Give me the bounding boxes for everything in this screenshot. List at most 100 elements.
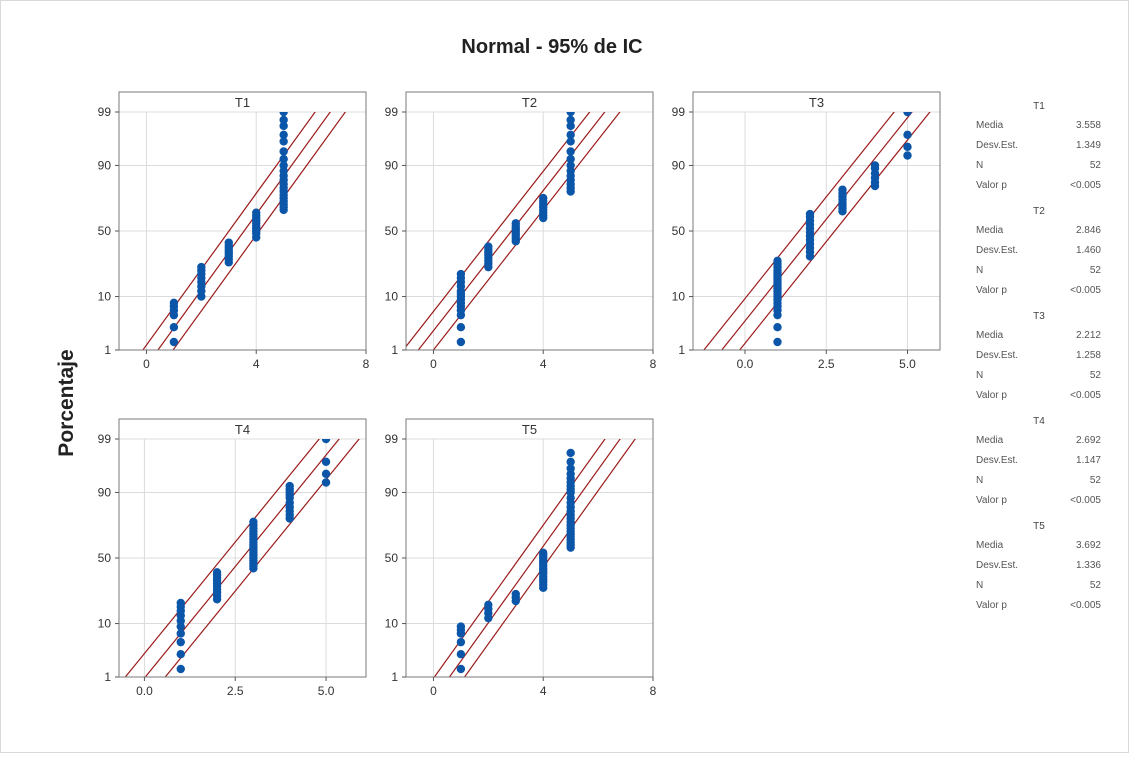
data-point bbox=[321, 439, 331, 444]
data-point bbox=[176, 637, 185, 647]
fit-line bbox=[721, 112, 913, 350]
data-point bbox=[566, 130, 575, 139]
data-point bbox=[176, 622, 185, 631]
data-point bbox=[566, 147, 575, 156]
stats-value: <0.005 bbox=[1070, 180, 1101, 191]
data-point bbox=[566, 137, 575, 146]
panel-border bbox=[692, 91, 941, 351]
data-point bbox=[773, 256, 782, 266]
data-point bbox=[511, 219, 520, 228]
y-tick-label: 50 bbox=[385, 551, 399, 565]
stats-label: N bbox=[976, 475, 983, 486]
data-point bbox=[456, 622, 466, 631]
stats-group-name: T3 bbox=[1033, 311, 1045, 322]
y-tick-label: 1 bbox=[104, 670, 111, 684]
data-point bbox=[566, 161, 575, 170]
data-point bbox=[903, 142, 912, 152]
stats-group-name: T1 bbox=[1033, 101, 1045, 112]
stats-label: Valor p bbox=[976, 600, 1007, 611]
fit-line bbox=[157, 112, 331, 350]
y-tick-label: 99 bbox=[672, 105, 686, 119]
stats-value: 52 bbox=[1090, 580, 1102, 591]
stats-label: Media bbox=[976, 435, 1004, 446]
stats-label: N bbox=[976, 265, 983, 276]
stats-label: Desv.Est. bbox=[976, 560, 1018, 571]
y-tick-label: 1 bbox=[104, 343, 111, 357]
data-point bbox=[484, 242, 493, 251]
ci-lower-line bbox=[142, 112, 316, 350]
y-tick-label: 50 bbox=[385, 224, 399, 238]
data-point bbox=[773, 323, 782, 332]
panel-title: T4 bbox=[235, 422, 250, 437]
stats-label: Desv.Est. bbox=[976, 245, 1018, 256]
data-point bbox=[539, 548, 548, 558]
stats-label: Media bbox=[976, 540, 1004, 551]
data-point bbox=[566, 115, 575, 125]
data-point bbox=[176, 650, 185, 659]
data-point bbox=[566, 464, 575, 473]
y-tick-label: 99 bbox=[385, 432, 399, 446]
ci-lower-line bbox=[433, 439, 606, 677]
y-tick-label: 50 bbox=[98, 224, 112, 238]
data-point bbox=[224, 238, 233, 247]
panel-title: T2 bbox=[522, 95, 537, 110]
data-point bbox=[321, 478, 331, 487]
x-tick-label: 8 bbox=[363, 357, 370, 371]
data-point bbox=[176, 598, 185, 608]
data-point bbox=[903, 151, 912, 160]
data-point bbox=[212, 568, 222, 577]
panel-title: T5 bbox=[522, 422, 537, 437]
data-point bbox=[321, 469, 331, 479]
stats-group-name: T5 bbox=[1033, 521, 1045, 532]
panel-border bbox=[405, 418, 654, 678]
x-tick-label: 4 bbox=[253, 357, 260, 371]
data-point bbox=[279, 121, 288, 131]
y-tick-label: 90 bbox=[385, 158, 399, 172]
data-points bbox=[456, 112, 575, 347]
stats-group-name: T2 bbox=[1033, 206, 1045, 217]
panel-border bbox=[405, 91, 654, 351]
stats-group-name: T4 bbox=[1033, 416, 1045, 427]
y-tick-label: 1 bbox=[391, 670, 398, 684]
stats-value: 1.258 bbox=[1076, 350, 1101, 361]
y-axis-label: Porcentaje bbox=[55, 349, 78, 456]
x-tick-label: 0 bbox=[430, 684, 437, 698]
x-tick-label: 8 bbox=[650, 684, 657, 698]
data-point bbox=[176, 664, 185, 674]
fit-line bbox=[417, 112, 606, 350]
ci-upper-line bbox=[463, 439, 636, 677]
stats-block-t2: T2 Media 2.846 Desv.Est. 1.460 N 52 Valor p <0.0… bbox=[976, 206, 1101, 296]
stats-value: 2.212 bbox=[1076, 330, 1101, 341]
y-tick-label: 99 bbox=[98, 105, 112, 119]
data-points bbox=[169, 112, 288, 347]
ci-upper-line bbox=[432, 112, 621, 350]
ci-upper-line bbox=[164, 439, 360, 677]
data-point bbox=[566, 121, 575, 131]
stats-value: 2.846 bbox=[1076, 225, 1101, 236]
y-tick-label: 50 bbox=[98, 551, 112, 565]
x-tick-label: 4 bbox=[540, 684, 547, 698]
data-point bbox=[511, 589, 520, 599]
data-point bbox=[566, 448, 575, 458]
data-point bbox=[903, 112, 912, 117]
stats-value: 3.558 bbox=[1076, 120, 1101, 131]
data-points bbox=[773, 112, 912, 347]
stats-label: Desv.Est. bbox=[976, 140, 1018, 151]
data-point bbox=[321, 457, 331, 466]
stats-label: N bbox=[976, 580, 983, 591]
fit-lines bbox=[433, 439, 636, 677]
y-tick-label: 1 bbox=[391, 343, 398, 357]
panel-t4: T4 1 10 50 90 99 0.0 2.5 5.0 bbox=[98, 418, 367, 698]
stats-value: <0.005 bbox=[1070, 600, 1101, 611]
y-tick-label: 90 bbox=[98, 485, 112, 499]
data-point bbox=[566, 112, 575, 117]
y-tick-label: 90 bbox=[385, 485, 399, 499]
stats-label: Valor p bbox=[976, 495, 1007, 506]
x-tick-label: 2.5 bbox=[227, 684, 244, 698]
stats-value: 52 bbox=[1090, 265, 1102, 276]
y-tick-label: 10 bbox=[672, 290, 686, 304]
data-point bbox=[169, 323, 179, 332]
data-points bbox=[176, 439, 331, 674]
